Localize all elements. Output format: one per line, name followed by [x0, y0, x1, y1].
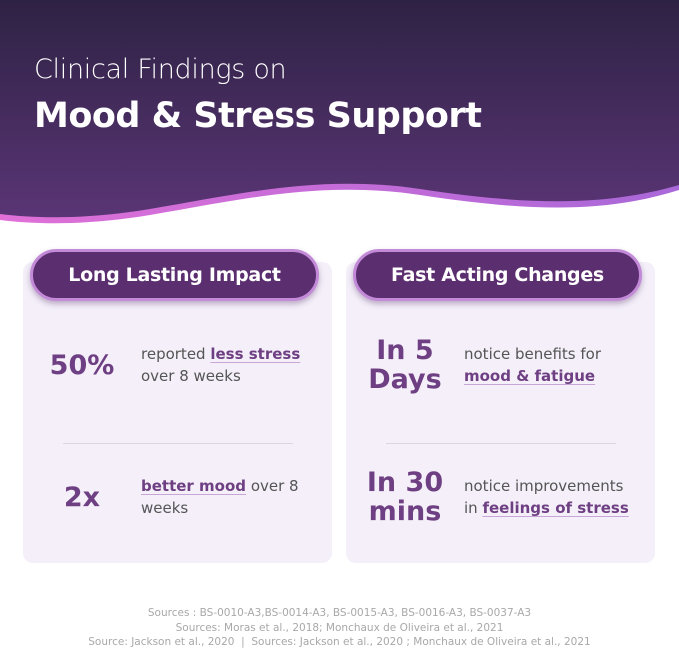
- stat: In 30 mins notice improvements in feeling…: [346, 457, 655, 537]
- text: notice benefits for: [464, 345, 601, 363]
- stat-text: reported less stress over 8 weeks: [141, 343, 316, 387]
- card: Fast Acting Changes In 5 Days notice benef…: [346, 249, 655, 563]
- stat-text: better mood over 8 weeks: [141, 475, 316, 519]
- source-line: Sources: Moras et al., 2018; Monchaux de…: [175, 621, 504, 634]
- stat-figure: In 30 mins: [366, 467, 444, 527]
- card: Long Lasting Impact 50% reported less stre…: [23, 249, 332, 563]
- stat: In 5 Days notice benefits for mood & fati…: [346, 325, 655, 405]
- divider: [63, 443, 293, 444]
- highlight: less stress: [210, 345, 301, 363]
- stat-figure: In 5 Days: [368, 335, 442, 395]
- stat: 50% reported less stress over 8 weeks: [23, 325, 332, 405]
- stat-figure: 50%: [49, 349, 115, 381]
- card-title: Long Lasting Impact: [30, 249, 319, 301]
- stat: 2x better mood over 8 weeks: [23, 457, 332, 537]
- title-line: Clinical Findings on: [34, 54, 287, 85]
- title-main: Mood & Stress Support: [34, 96, 482, 136]
- text: over 8 weeks: [141, 477, 299, 517]
- divider: [386, 443, 616, 444]
- text: over 8 weeks: [141, 367, 241, 385]
- text: notice improvements in: [464, 477, 624, 517]
- highlight: mood & fatigue: [464, 367, 596, 385]
- source-line: Sources : BS-0010-A3,BS-0014-A3, BS-0015…: [147, 607, 532, 619]
- stat-figure: 2x: [63, 481, 101, 513]
- header-background: [0, 0, 679, 224]
- source-line: Source: Jackson et al., 2020 | Sources: …: [88, 636, 591, 648]
- highlight: feelings of stress: [482, 499, 629, 517]
- stat-text: notice benefits for mood & fatigue: [464, 343, 639, 387]
- card-title: Fast Acting Changes: [353, 249, 642, 301]
- highlight: better mood: [141, 477, 247, 495]
- stat-text: notice improvements in feelings of stres…: [464, 475, 639, 519]
- text: reported: [141, 345, 206, 363]
